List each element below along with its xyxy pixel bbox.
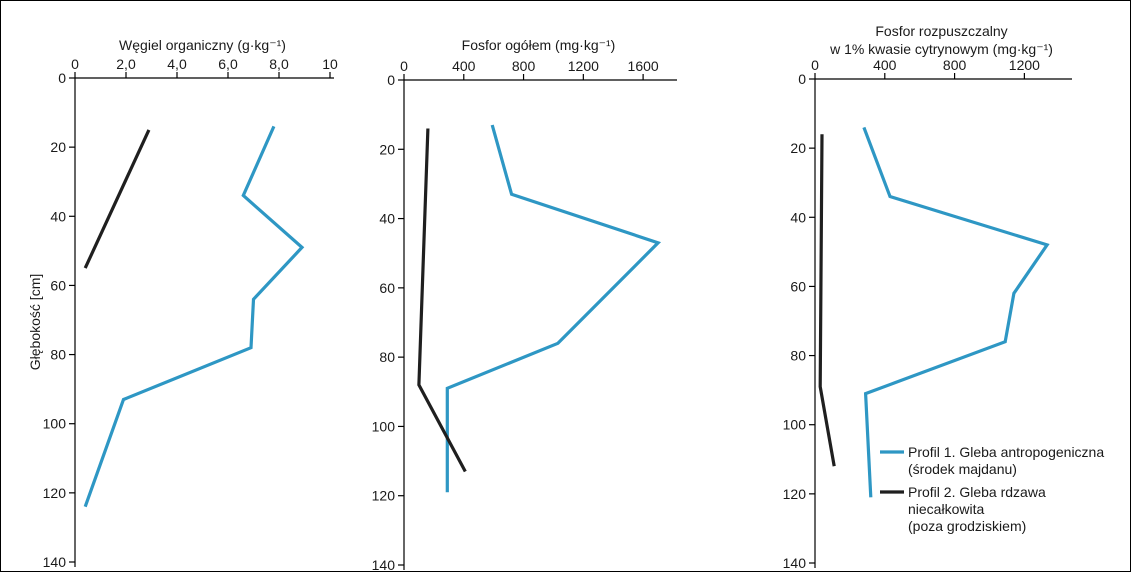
panel-1-y-tick-label: 120 xyxy=(43,485,67,501)
panel-1-x-tick-label: 6,0 xyxy=(218,56,238,72)
legend-label-2: niecałkowita xyxy=(908,501,984,517)
panel-2-series-profil-2-line xyxy=(417,128,467,473)
panel-2-series-profil-1-line xyxy=(445,124,662,493)
panel-2-y-tick-label: 120 xyxy=(372,488,396,504)
panel-3-y-tick-label: 40 xyxy=(790,209,806,225)
panel-2-y-tick-label: 0 xyxy=(387,72,395,88)
panel-2-x-tick-label: 1600 xyxy=(628,58,659,74)
panel-2-x-tick-label: 1200 xyxy=(568,58,599,74)
panel-1-title: Węgiel organiczny (g·kg⁻¹) xyxy=(119,37,286,53)
panel-1-y-tick-label: 0 xyxy=(58,70,66,86)
legend-label-2: Profil 2. Gleba rdzawa xyxy=(908,484,1046,500)
panel-3-title: w 1% kwasie cytrynowym (mg·kg⁻¹) xyxy=(829,41,1053,57)
panel-1-y-tick-label: 140 xyxy=(43,554,67,570)
y-axis-label: Głębokość [cm] xyxy=(27,274,43,370)
panel-2-y-tick-label: 40 xyxy=(379,211,395,227)
panel-2-y-tick-label: 80 xyxy=(379,349,395,365)
panel-2-x-tick-label: 800 xyxy=(512,58,536,74)
legend-label-2: (poza grodziskiem) xyxy=(908,518,1026,534)
panel-3-y-tick-label: 100 xyxy=(783,417,807,433)
panel-1-x-tick-label: 4,0 xyxy=(167,56,187,72)
panel-3-y-tick-label: 140 xyxy=(783,555,807,571)
panel-2-x-tick-label: 400 xyxy=(452,58,476,74)
panel-3-y-tick-label: 0 xyxy=(798,71,806,87)
panel-2-y-tick-label: 60 xyxy=(379,280,395,296)
panel-3-y-tick-label: 60 xyxy=(790,278,806,294)
panel-1-y-tick-label: 100 xyxy=(43,416,67,432)
panel-1-series-profil-2-line xyxy=(83,129,151,269)
panel-3-series-profil-2-line xyxy=(818,134,836,467)
panel-3-x-tick-label: 1200 xyxy=(1009,57,1040,73)
panel-2-x-tick-label: 0 xyxy=(400,58,408,74)
panel-3-x-tick-label: 400 xyxy=(873,57,897,73)
panel-1-y-tick-label: 40 xyxy=(50,208,66,224)
panel-3-y-tick-label: 20 xyxy=(790,140,806,156)
legend-label-1: (środek majdanu) xyxy=(908,461,1017,477)
panel-3-y-tick-label: 80 xyxy=(790,348,806,364)
panel-1-x-tick-label: 8,0 xyxy=(269,56,289,72)
panel-1-y-tick-label: 80 xyxy=(50,347,66,363)
panel-1-y-tick-label: 20 xyxy=(50,139,66,155)
panel-2-y-tick-label: 140 xyxy=(372,557,396,572)
panel-3-x-tick-label: 800 xyxy=(943,57,967,73)
legend-label-1: Profil 1. Gleba antropogeniczna xyxy=(908,444,1104,460)
panel-1-x-tick-label: 2,0 xyxy=(116,56,136,72)
panel-1-x-tick-label: 10 xyxy=(322,56,338,72)
panel-3-y-tick-label: 120 xyxy=(783,486,807,502)
panel-3-series-profil-1-line xyxy=(862,126,1050,498)
panel-2-y-tick-label: 20 xyxy=(379,141,395,157)
panel-1-series-profil-1-line xyxy=(83,125,305,508)
panel-2-title: Fosfor ogółem (mg·kg⁻¹) xyxy=(462,37,616,53)
panel-3-x-tick-label: 0 xyxy=(811,57,819,73)
panel-1-y-tick-label: 60 xyxy=(50,277,66,293)
panel-1-x-tick-label: 0 xyxy=(71,56,79,72)
panel-3-title: Fosfor rozpuszczalny xyxy=(875,23,1007,39)
panel-2-y-tick-label: 100 xyxy=(372,418,396,434)
